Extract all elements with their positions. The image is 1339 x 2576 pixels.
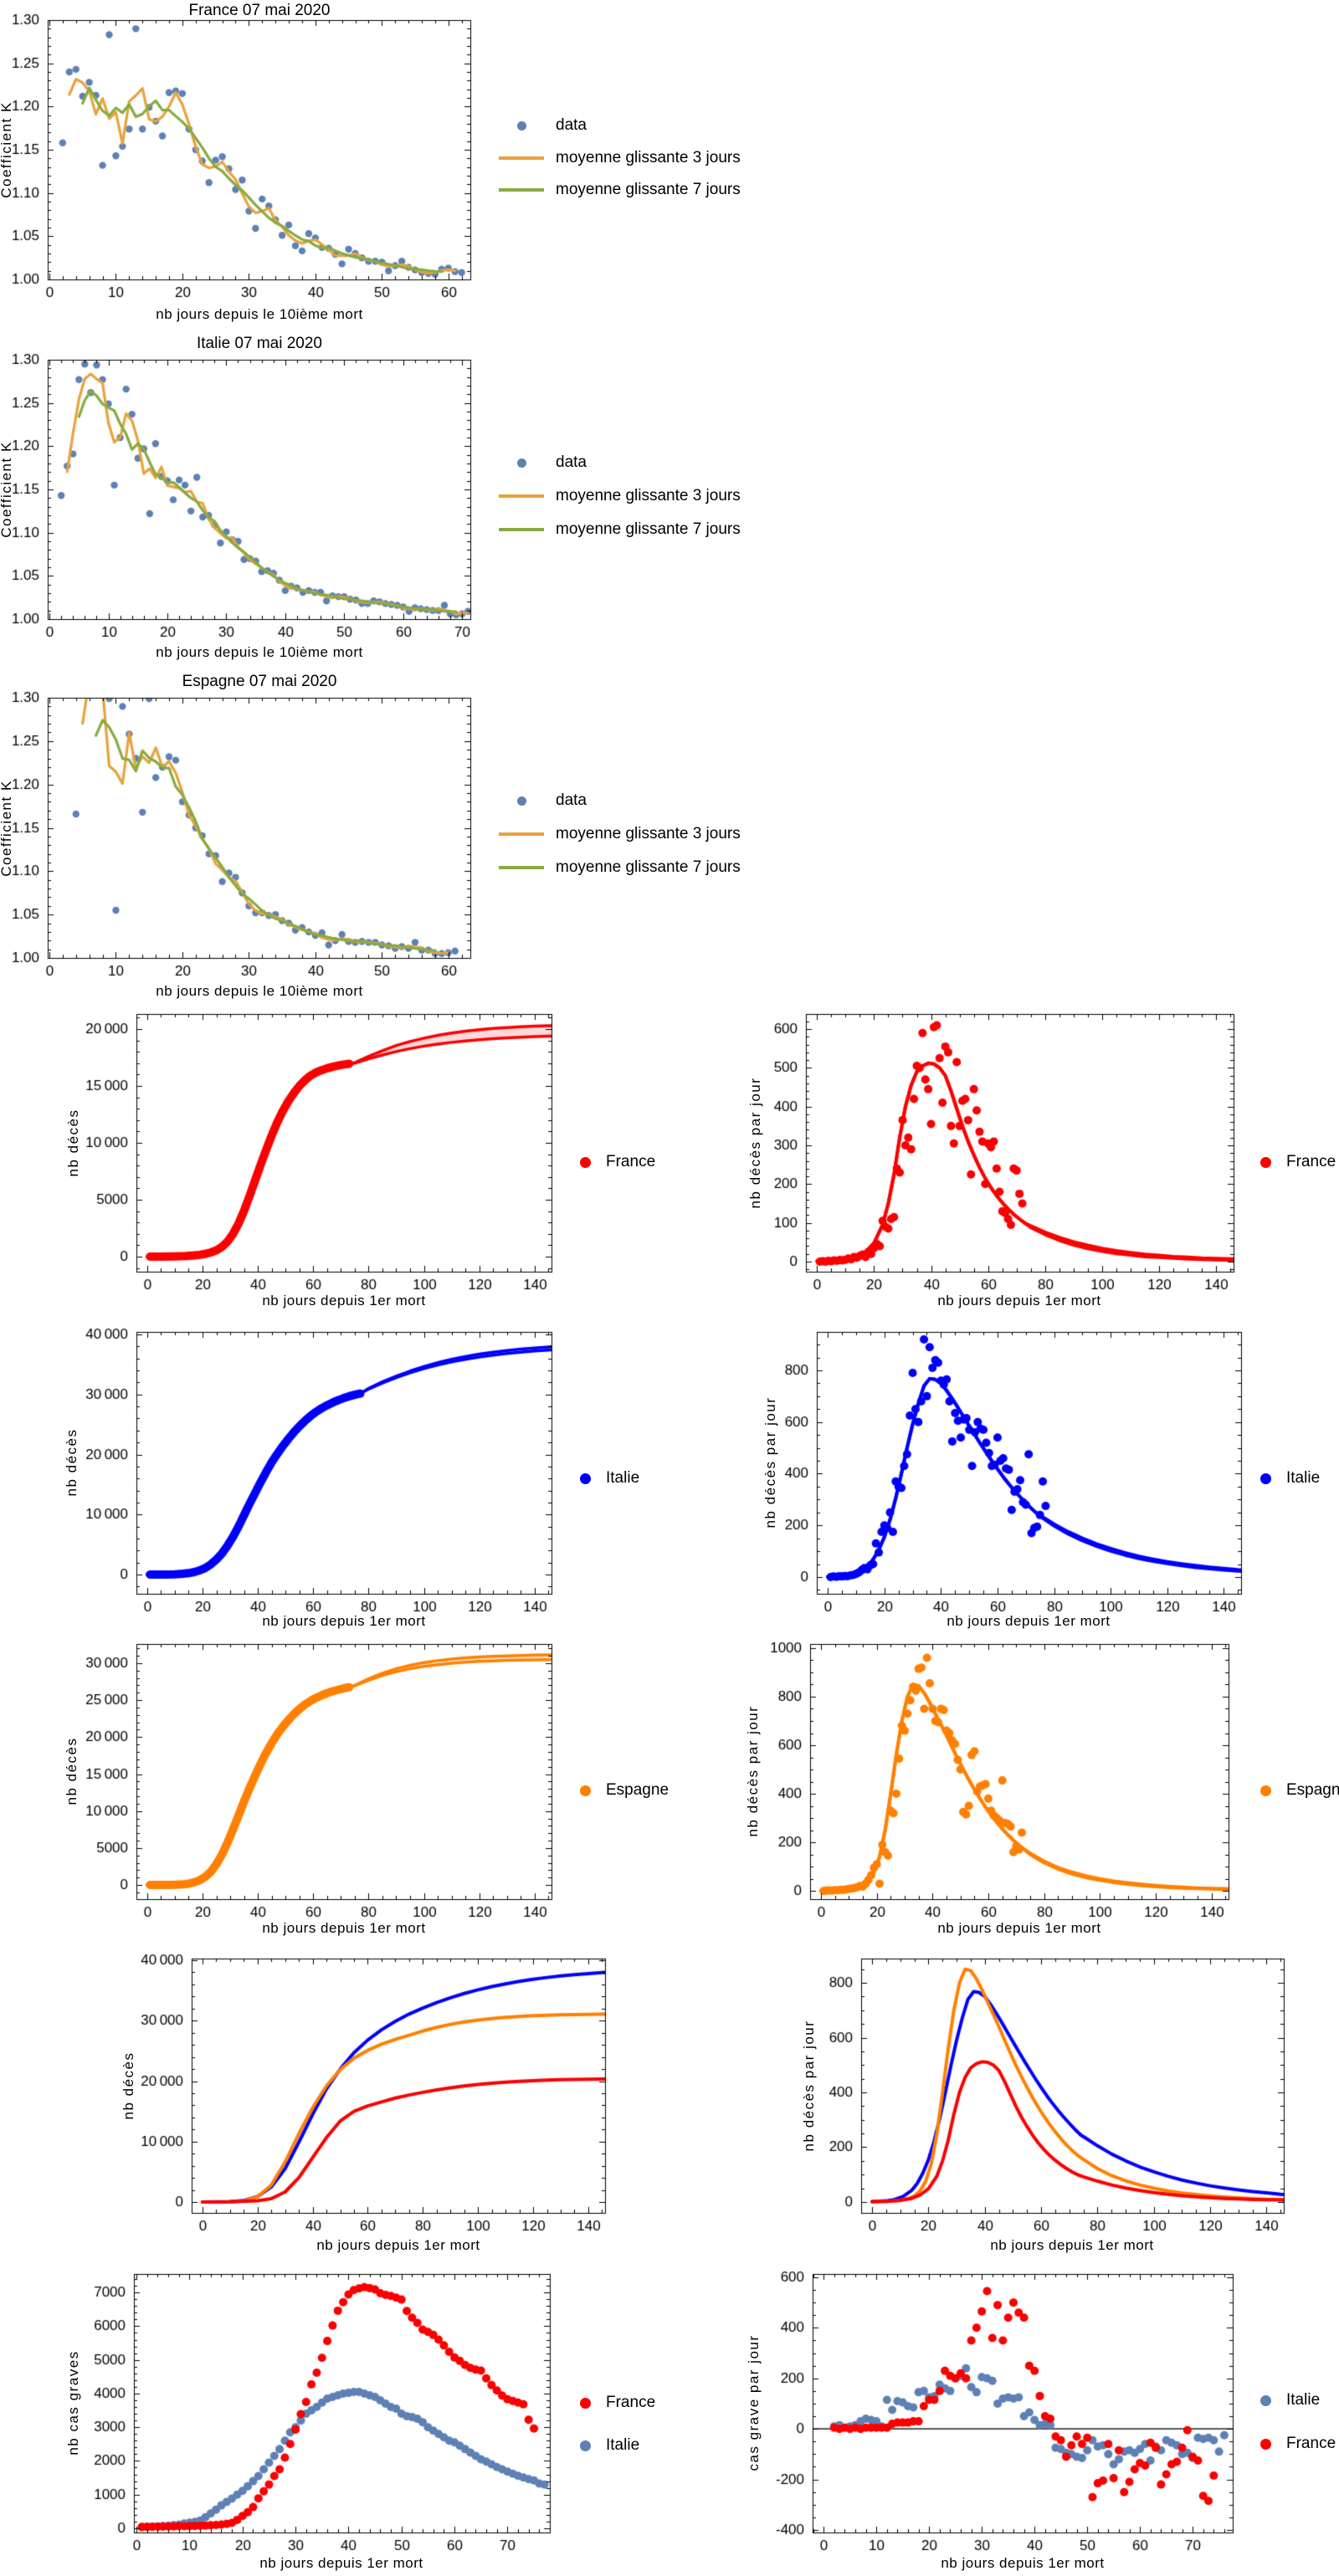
xlabel-k-france: nb jours depuis le 10ième mort [156,306,363,322]
data-dot-icon [516,796,526,806]
xlabel-graves: nb jours depuis 1er mort [259,2555,423,2571]
xlabel-k-italie: nb jours depuis le 10ième mort [156,644,363,660]
xlabel-cum-italie: nb jours depuis 1er mort [262,1613,426,1629]
ylabel-graves-day: cas grave par jour [746,2334,762,2471]
xlabel-graves-day: nb jours depuis 1er mort [941,2555,1105,2571]
data-dot-icon [579,1785,591,1796]
data-dot-icon [1259,1472,1271,1484]
xlabel-day-espagne: nb jours depuis 1er mort [937,1920,1101,1936]
ylabel-k-france: Coefficient K [0,101,14,198]
legend-label: Espagne [1286,1781,1339,1799]
xlabel-k-espagne: nb jours depuis le 10ième mort [156,983,363,999]
data-dot-icon [1259,1156,1271,1168]
legend-label: data [556,116,587,134]
ylabel-cum-france: nb décès [65,1109,81,1177]
data-dot-icon [516,120,526,131]
legend-label: moyenne glissante 7 jours [556,520,741,538]
xlabel-day-france: nb jours depuis 1er mort [937,1293,1101,1308]
ylabel-day-espagne: nb décès par jour [745,1705,761,1837]
ylabel-day-all: nb décès par jour [801,2020,817,2152]
data-dot-icon [579,1472,591,1484]
legend-label: Italie [606,2436,640,2454]
legend-item-italie: Italie [1254,1468,1320,1488]
legend-label: moyenne glissante 7 jours [556,181,741,198]
legend-label: moyenne glissante 3 jours [556,149,741,166]
legend-label: Italie [1286,1469,1321,1487]
legend-label: moyenne glissante 3 jours [556,825,741,842]
data-dot-icon [516,458,526,468]
line-swatch-icon [499,528,544,531]
legend-item-italie: Italie [574,1468,639,1488]
xlabel-cum-all: nb jours depuis 1er mort [316,2237,480,2253]
line-swatch-icon [499,188,544,192]
legend-label: data [556,791,587,809]
legend-item-ma7: moyenne glissante 7 jours [497,180,741,200]
ylabel-graves: nb cas graves [65,2350,81,2456]
ylabel-day-france: nb décès par jour [747,1077,763,1209]
legend-item-france: France [1254,2434,1336,2454]
xlabel-day-all: nb jours depuis 1er mort [990,2237,1154,2253]
legend-item-data: data [497,791,587,811]
legend-item-ma7: moyenne glissante 7 jours [497,520,741,540]
legend-item-data: data [497,453,587,473]
legend-label: data [556,453,587,471]
legend-item-espagne: Espagne [1254,1780,1339,1800]
legend-item-data: data [497,115,587,136]
legend-label: moyenne glissante 3 jours [556,487,741,504]
data-dot-icon [579,2440,591,2451]
legend-item-france: France [574,1152,655,1172]
legend-label: France [1286,2435,1336,2452]
ylabel-day-italie: nb décès par jour [762,1396,778,1529]
legend-item-italie: Italie [1254,2390,1320,2410]
legend-label: France [606,1153,656,1170]
ylabel-cum-italie: nb décès [64,1428,80,1497]
data-dot-icon [579,1156,591,1168]
line-swatch-icon [499,156,544,160]
ylabel-cum-espagne: nb décès [64,1737,80,1805]
legend-item-france: France [1254,1152,1336,1172]
legend-item-ma3: moyenne glissante 3 jours [497,148,741,168]
line-swatch-icon [499,832,544,836]
ylabel-k-italie: Coefficient K [0,441,14,538]
ylabel-cum-all: nb décès [121,2051,136,2120]
legend-label: Espagne [606,1781,670,1799]
legend-label: moyenne glissante 7 jours [556,858,741,876]
chart-title-k-italie: Italie 07 mai 2020 [197,335,322,352]
legend-label: Italie [606,1469,640,1487]
data-dot-icon [1259,2438,1271,2450]
legend-label: France [606,2394,656,2411]
data-dot-icon [579,2397,591,2409]
legend-label: Italie [1286,2391,1321,2409]
legend-item-espagne: Espagne [574,1780,669,1800]
legend-item-italie: Italie [574,2435,639,2456]
legend-item-ma3: moyenne glissante 3 jours [497,824,741,844]
ylabel-k-espagne: Coefficient K [0,780,14,877]
xlabel-cum-espagne: nb jours depuis 1er mort [262,1920,426,1936]
xlabel-cum-france: nb jours depuis 1er mort [262,1293,426,1308]
data-dot-icon [1259,2394,1271,2406]
legend-item-ma3: moyenne glissante 3 jours [497,486,741,506]
xlabel-day-italie: nb jours depuis 1er mort [947,1613,1111,1629]
chart-title-k-espagne: Espagne 07 mai 2020 [182,673,337,690]
legend-item-ma7: moyenne glissante 7 jours [497,858,741,878]
chart-title-k-france: France 07 mai 2020 [188,2,331,19]
data-dot-icon [1259,1785,1271,1796]
legend-item-france: France [574,2393,655,2413]
legend-label: France [1286,1153,1336,1170]
line-swatch-icon [499,494,544,498]
line-swatch-icon [499,866,544,869]
